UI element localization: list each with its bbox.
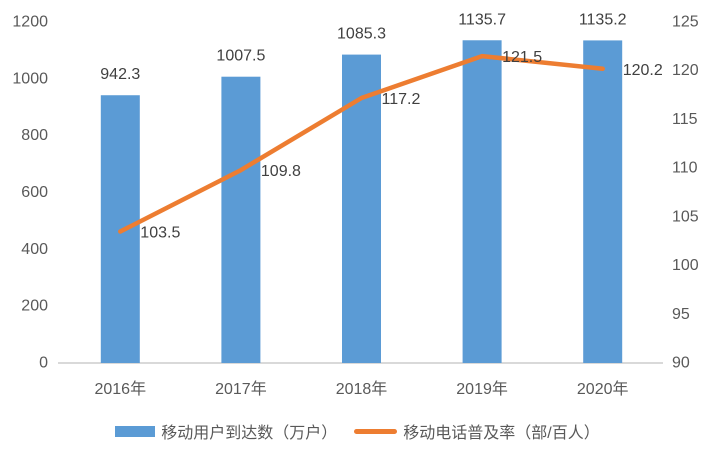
bar-series-swatch-icon [115, 425, 156, 437]
line-value-label: 120.2 [623, 62, 663, 79]
bar-2018年 [342, 54, 381, 363]
bar-2019年 [462, 40, 502, 364]
line-value-label: 121.5 [502, 49, 542, 66]
right-axis-tick-label: 100 [672, 257, 699, 274]
left-axis-tick-label: 1000 [12, 70, 48, 87]
legend-label-line-series: 移动电话普及率（部/百人） [403, 425, 600, 442]
line-series-swatch-icon [354, 428, 398, 434]
right-axis-tick-label: 120 [672, 62, 699, 79]
left-axis-tick-label: 400 [21, 241, 48, 258]
right-axis-tick-label: 115 [672, 111, 698, 128]
right-axis-tick-label: 90 [672, 355, 690, 372]
legend-item-line-series: 移动电话普及率（部/百人） [354, 419, 600, 443]
x-axis-label: 2016年 [94, 380, 146, 398]
legend-label-bar-series: 移动用户到达数（万户） [161, 425, 338, 442]
bar-value-label: 1007.5 [216, 48, 265, 65]
line-value-label: 109.8 [261, 163, 301, 180]
left-axis-tick-label: 0 [39, 355, 48, 372]
right-axis-tick-label: 95 [672, 306, 690, 323]
line-value-label: 117.2 [382, 91, 421, 108]
x-axis-label: 2017年 [215, 380, 267, 398]
bar-value-label: 1085.3 [337, 26, 386, 43]
bar-value-label: 942.3 [100, 66, 140, 83]
left-axis-tick-label: 1200 [12, 14, 48, 31]
right-axis-tick-label: 125 [672, 14, 699, 31]
right-axis-tick-label: 105 [672, 208, 699, 225]
x-axis-label: 2020年 [577, 380, 629, 398]
legend-item-bar-series: 移动用户到达数（万户） [115, 419, 337, 443]
bar-2017年 [221, 76, 261, 363]
left-axis-tick-label: 800 [21, 127, 48, 144]
left-axis-tick-label: 600 [21, 184, 48, 201]
bar-value-label: 1135.2 [579, 11, 627, 28]
legend: 移动用户到达数（万户） 移动电话普及率（部/百人） [0, 419, 715, 443]
plot-area: 0 200 400 600 800 1000 1200 90 95 100 105 110 115 120… [12, 11, 699, 398]
line-value-label: 103.5 [140, 224, 180, 241]
rate-line [118, 53, 605, 234]
bar-2020年 [583, 40, 623, 363]
bar-value-label: 1135.7 [458, 11, 506, 28]
x-axis-label: 2018年 [336, 380, 388, 398]
right-axis-tick-label: 110 [672, 160, 698, 177]
left-axis-tick-label: 200 [21, 298, 48, 315]
x-axis-label: 2019年 [456, 380, 508, 398]
